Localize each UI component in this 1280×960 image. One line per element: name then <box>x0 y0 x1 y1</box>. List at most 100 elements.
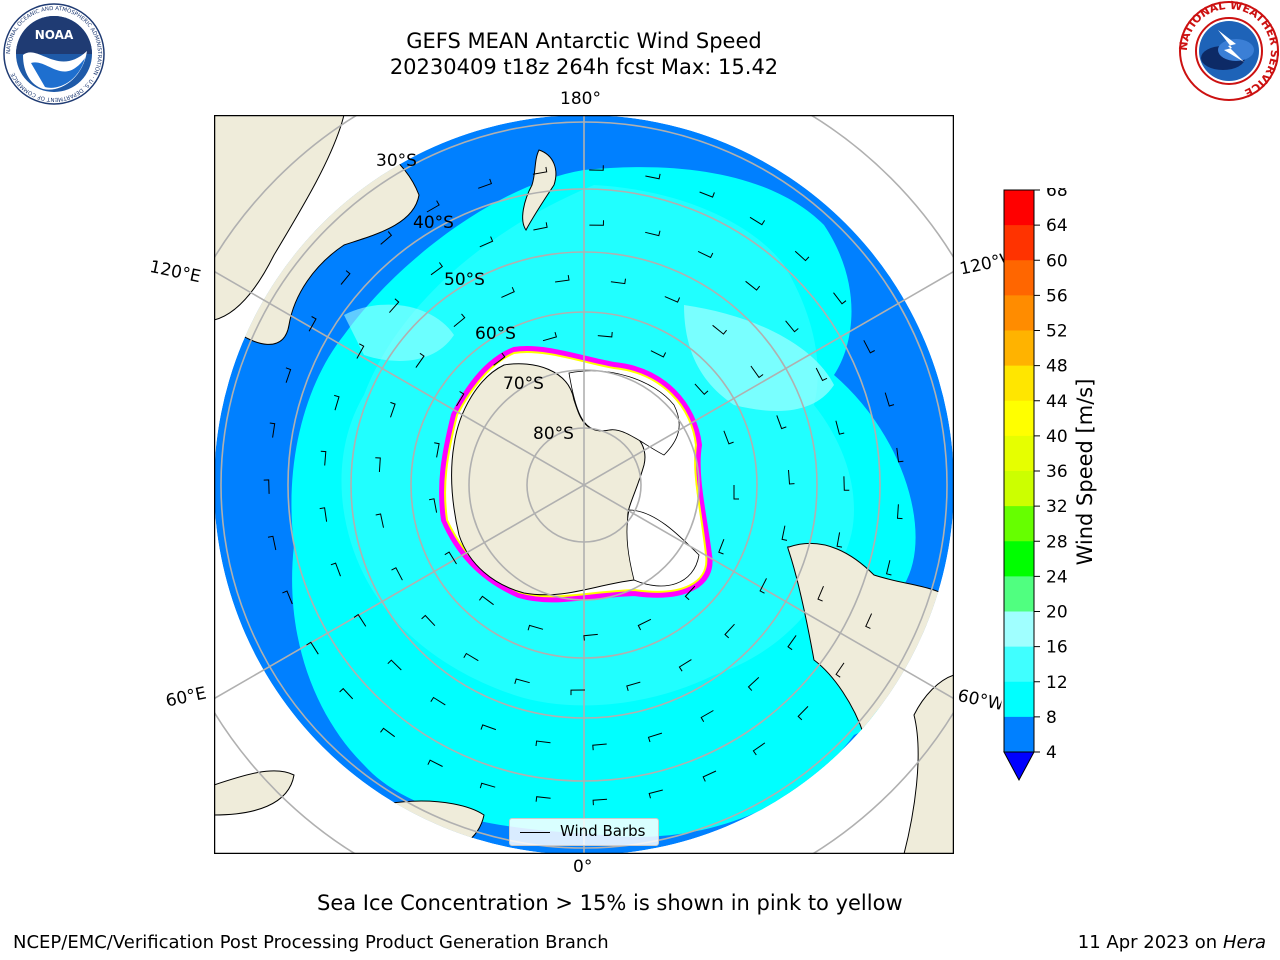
wind-barb <box>479 236 494 248</box>
wind-barb <box>514 678 530 684</box>
wind-barb <box>833 292 847 305</box>
lat-label-30s: 30°S <box>376 151 417 171</box>
colorbar-bin <box>1004 471 1034 507</box>
wind-barb <box>463 652 479 662</box>
polar-map: 30°S 40°S 50°S 60°S 70°S 80°S Wind Barbs <box>213 114 955 855</box>
lat-label-70s: 70°S <box>503 374 544 394</box>
wind-barb <box>391 567 403 581</box>
colorbar-tick-label: 20 <box>1046 603 1068 623</box>
nws-logo: NATIONAL WEATHER SERVICE <box>1177 0 1280 102</box>
wind-barb <box>426 200 440 213</box>
wind-barb <box>836 532 843 548</box>
wind-barb <box>415 352 425 368</box>
wind-barb <box>533 222 548 231</box>
wind-barb <box>697 250 714 259</box>
wind-barb <box>759 578 767 594</box>
land-corner-bottom-right <box>903 674 954 854</box>
colorbar-tick-label: 28 <box>1046 532 1068 552</box>
wind-barb <box>678 659 692 672</box>
wind-barb <box>664 296 681 303</box>
colorbar-bin <box>1004 646 1034 683</box>
wind-barb <box>797 706 809 721</box>
wind-barb <box>650 350 667 358</box>
wind-barb <box>637 618 652 631</box>
wind-barb <box>430 262 443 276</box>
wind-barb <box>493 352 506 366</box>
map-frame <box>213 114 955 855</box>
colorbar-bin <box>1004 225 1034 261</box>
wind-barb <box>626 681 641 691</box>
wind-barb <box>863 340 875 354</box>
wind-barb <box>884 392 895 407</box>
wind-barb <box>542 331 558 342</box>
lon-label-120w: 120°W <box>958 250 1008 280</box>
wind-barb <box>747 677 760 691</box>
wind-barb <box>885 560 892 576</box>
wind-barb <box>306 641 319 655</box>
wind-barb <box>645 230 661 237</box>
sea-ice-yellow-fringe <box>444 351 708 598</box>
wind-barb <box>478 178 493 189</box>
wind-barb <box>597 331 613 338</box>
colorbar-tick-label: 32 <box>1046 497 1068 517</box>
lat-label-50s: 50°S <box>444 270 485 290</box>
wind-barb <box>785 320 799 333</box>
wind-barb <box>532 166 548 175</box>
footer-date: 11 Apr 2023 on <box>1077 932 1223 953</box>
wind-barb <box>387 659 402 671</box>
wind-barb <box>723 430 734 445</box>
wind-barb <box>794 250 810 262</box>
wind-barb <box>647 732 663 743</box>
land-corner-bottom-left <box>214 770 295 816</box>
wind-barb <box>589 220 604 226</box>
wind-barb <box>733 485 739 500</box>
wind-barb <box>694 383 709 396</box>
wind-barb <box>429 498 438 513</box>
wind-barb <box>745 280 761 291</box>
wind-barb <box>340 270 351 285</box>
wind-barb <box>699 191 715 198</box>
wind-barb <box>896 504 903 520</box>
wind-barb <box>444 551 457 565</box>
wind-barb <box>583 633 598 641</box>
wind-barb <box>752 742 766 756</box>
wind-barb <box>702 770 717 782</box>
colorbar-bin <box>1004 295 1034 331</box>
colorbar-label: Wind Speed [m/s] <box>1073 378 1097 566</box>
colorbar-tick-label: 8 <box>1046 708 1057 728</box>
lon-label-180: 180° <box>560 89 601 109</box>
wind-barb <box>817 586 824 602</box>
wind-barb <box>285 367 292 383</box>
wind-barb <box>375 457 381 473</box>
wind-barb <box>353 613 367 627</box>
chart-title: GEFS MEAN Antarctic Wind Speed 20230409 … <box>0 28 1168 80</box>
colorbar: 68 64 60 56 52 48 44 40 36 32 28 24 20 16 12 8 4 <box>1002 181 1122 788</box>
wind-barb <box>390 401 396 418</box>
colorbar-bin <box>1004 435 1034 472</box>
wind-barb <box>589 165 604 171</box>
wind-barb <box>700 710 714 723</box>
title-line-1: GEFS MEAN Antarctic Wind Speed <box>406 29 762 53</box>
sea-ice-caption: Sea Ice Concentration > 15% is shown in … <box>317 891 903 915</box>
colorbar-bin <box>1004 330 1034 367</box>
wind-barb <box>480 724 497 731</box>
wind-barb <box>835 420 845 435</box>
ocean-pale-patch-2 <box>344 304 454 361</box>
wind-barb <box>267 535 277 551</box>
wind-barb <box>750 365 764 379</box>
wind-barb <box>570 689 586 696</box>
wind-barb <box>456 391 465 407</box>
wind-barb-legend-swatch <box>520 832 550 833</box>
wind-barb <box>269 422 276 438</box>
wind-barb <box>434 442 440 458</box>
graticule <box>214 115 954 854</box>
lat-label-60s: 60°S <box>475 324 516 344</box>
wind-barb <box>427 759 443 767</box>
wind-barb <box>380 231 393 245</box>
colorbar-bin <box>1004 611 1034 648</box>
colorbar-tick-label: 40 <box>1046 427 1068 447</box>
wind-barb <box>555 275 570 283</box>
wind-barb <box>430 696 446 706</box>
wind-barb <box>479 782 496 789</box>
lon-label-60e: 60°E <box>164 683 209 712</box>
